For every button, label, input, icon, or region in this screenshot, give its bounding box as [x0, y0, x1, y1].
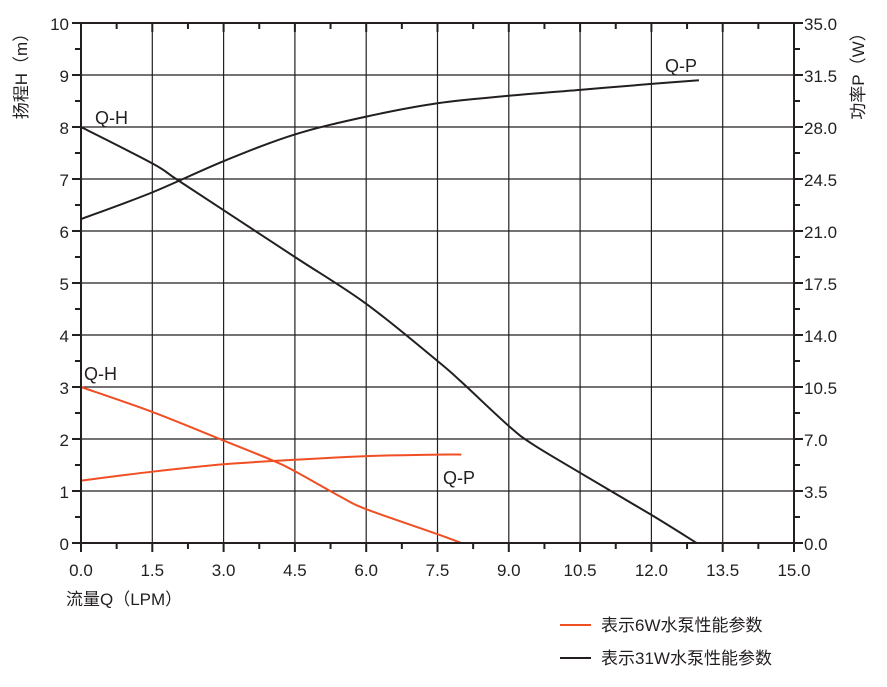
- y-right-tick-label: 17.5: [804, 275, 837, 294]
- series-6w-q-p: [80, 453, 462, 482]
- x-tick-label: 13.5: [706, 561, 739, 580]
- y-right-tick-label: 3.5: [804, 483, 828, 502]
- y-left-tick-label: 2: [60, 431, 69, 450]
- x-tick-label: 7.5: [426, 561, 450, 580]
- x-tick-label: 3.0: [212, 561, 236, 580]
- y-left-tick-label: 7: [60, 171, 69, 190]
- y-right-tick-label: 7.0: [804, 431, 828, 450]
- y-left-tick-label: 10: [50, 15, 69, 34]
- series-31w-q-p: [80, 79, 700, 221]
- axes: [72, 22, 803, 552]
- series-layer: [80, 79, 700, 544]
- y-left-tick-label: 0: [60, 535, 69, 554]
- y-right-tick-label: 0.0: [804, 535, 828, 554]
- x-tick-label: 1.5: [140, 561, 164, 580]
- legend-label-6w: 表示6W水泵性能参数: [601, 616, 763, 635]
- y-right-tick-label: 21.0: [804, 223, 837, 242]
- series-31w-q-h: [80, 126, 698, 544]
- series-6w-q-h: [80, 386, 462, 544]
- x-tick-label: 0.0: [69, 561, 93, 580]
- x-tick-label: 6.0: [354, 561, 378, 580]
- y-left-tick-label: 4: [60, 327, 69, 346]
- y-left-tick-label: 1: [60, 483, 69, 502]
- x-axis-title: 流量Q（LPM）: [66, 590, 182, 609]
- y-right-tick-label: 10.5: [804, 379, 837, 398]
- y-left-tick-label: 8: [60, 119, 69, 138]
- y-right-tick-label: 35.0: [804, 15, 837, 34]
- annotation-31w-qp: Q-P: [665, 56, 697, 76]
- x-tick-label: 4.5: [283, 561, 307, 580]
- y-left-tick-label: 6: [60, 223, 69, 242]
- y-left-tick-label: 9: [60, 67, 69, 86]
- y-right-tick-label: 14.0: [804, 327, 837, 346]
- y-left-tick-label: 5: [60, 275, 69, 294]
- grid: [81, 23, 794, 543]
- y-right-tick-label: 31.5: [804, 67, 837, 86]
- y-right-tick-label: 28.0: [804, 119, 837, 138]
- x-tick-label: 12.0: [635, 561, 668, 580]
- annotation-31w-qh: Q-H: [95, 108, 128, 128]
- tick-labels: 0.0 1.5 3.0 4.5 6.0 7.5 9.0 10.5 12.0 13.5 15.0 0 1 2…: [50, 15, 837, 580]
- legend: 表示6W水泵性能参数 表示31W水泵性能参数: [560, 616, 772, 668]
- legend-label-31w: 表示31W水泵性能参数: [601, 649, 772, 668]
- y-left-axis-title: 扬程H（m）: [12, 25, 31, 119]
- y-right-tick-label: 24.5: [804, 171, 837, 190]
- annotation-6w-qh: Q-H: [84, 364, 117, 384]
- x-tick-label: 9.0: [497, 561, 521, 580]
- annotation-6w-qp: Q-P: [443, 468, 475, 488]
- y-left-tick-label: 3: [60, 379, 69, 398]
- y-right-axis-title: 功率P（W）: [849, 24, 868, 119]
- x-tick-label: 15.0: [777, 561, 810, 580]
- x-tick-label: 10.5: [564, 561, 597, 580]
